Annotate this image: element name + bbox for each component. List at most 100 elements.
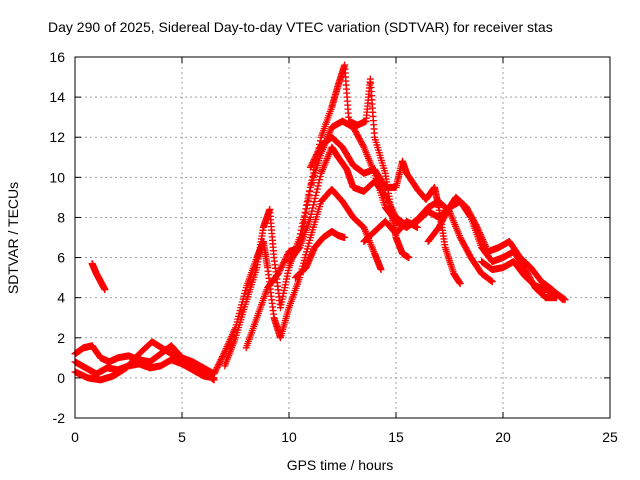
data-point bbox=[309, 169, 317, 177]
data-point bbox=[308, 176, 316, 184]
data-point bbox=[219, 351, 227, 359]
data-point bbox=[311, 154, 319, 162]
data-point bbox=[275, 268, 283, 276]
data-point bbox=[101, 286, 109, 294]
data-points bbox=[71, 61, 569, 384]
data-point bbox=[473, 222, 481, 230]
data-point bbox=[298, 231, 306, 239]
axis-ticks bbox=[74, 56, 611, 419]
data-point bbox=[313, 149, 321, 157]
data-point bbox=[341, 234, 349, 241]
data-point bbox=[214, 362, 222, 370]
x-tick-label: 25 bbox=[602, 429, 618, 445]
data-point bbox=[297, 235, 305, 243]
data-point bbox=[307, 162, 315, 170]
data-point bbox=[306, 163, 314, 171]
y-tick-label: -2 bbox=[53, 410, 66, 426]
data-point bbox=[377, 266, 385, 274]
data-point bbox=[302, 209, 310, 217]
data-point bbox=[300, 222, 308, 230]
data-point bbox=[212, 365, 220, 373]
data-point bbox=[309, 173, 317, 181]
y-tick-label: 2 bbox=[57, 330, 65, 346]
data-point bbox=[212, 367, 220, 375]
series-track bbox=[71, 338, 218, 384]
data-point bbox=[310, 165, 318, 173]
series-track bbox=[360, 217, 421, 246]
data-point bbox=[316, 144, 324, 152]
data-point bbox=[216, 357, 224, 365]
chart-title: Day 290 of 2025, Sidereal Day-to-day VTE… bbox=[48, 19, 553, 35]
data-point bbox=[278, 262, 286, 270]
data-point bbox=[311, 195, 319, 203]
data-point bbox=[309, 201, 317, 209]
data-point bbox=[277, 263, 285, 271]
data-point bbox=[304, 196, 312, 204]
data-point bbox=[215, 360, 223, 368]
data-point bbox=[210, 370, 218, 378]
data-point bbox=[301, 213, 309, 221]
y-tick-label: 12 bbox=[49, 129, 65, 145]
data-point bbox=[561, 296, 569, 304]
data-point bbox=[308, 160, 316, 168]
data-point bbox=[300, 218, 308, 226]
data-point bbox=[298, 223, 306, 231]
data-point bbox=[309, 159, 317, 167]
y-tick-label: 0 bbox=[57, 370, 65, 386]
data-point bbox=[277, 265, 285, 273]
data-point bbox=[314, 148, 322, 156]
data-point bbox=[219, 353, 227, 361]
x-tick-label: 15 bbox=[388, 429, 404, 445]
data-point bbox=[218, 354, 226, 362]
data-point bbox=[306, 183, 314, 191]
series-track bbox=[210, 185, 385, 378]
x-tick-label: 0 bbox=[71, 429, 79, 445]
y-axis-title: SDTVAR / TECUs bbox=[5, 182, 21, 294]
y-tick-labels: -2 0 2 4 6 8 10 12 14 16 bbox=[49, 49, 65, 426]
data-point bbox=[456, 280, 464, 288]
x-tick-label: 20 bbox=[495, 429, 511, 445]
data-point bbox=[215, 359, 223, 367]
data-point bbox=[488, 278, 496, 286]
data-point bbox=[299, 226, 307, 234]
plot-frame bbox=[74, 56, 611, 419]
data-point bbox=[359, 142, 367, 150]
data-point bbox=[274, 270, 282, 278]
data-point bbox=[213, 364, 221, 372]
data-point bbox=[313, 151, 321, 159]
data-point bbox=[283, 252, 291, 260]
data-point bbox=[280, 259, 288, 267]
x-tick-label: 10 bbox=[281, 429, 297, 445]
series-track bbox=[88, 260, 109, 294]
data-point bbox=[303, 205, 311, 213]
data-point bbox=[307, 180, 315, 188]
y-tick-label: 10 bbox=[49, 169, 65, 185]
data-point bbox=[211, 368, 219, 376]
series-track bbox=[71, 342, 218, 378]
y-tick-label: 6 bbox=[57, 250, 65, 266]
data-point bbox=[282, 254, 290, 262]
data-point bbox=[312, 152, 320, 160]
series-track bbox=[478, 258, 569, 304]
data-point bbox=[312, 191, 320, 199]
x-tick-label: 5 bbox=[178, 429, 186, 445]
data-point bbox=[276, 266, 284, 274]
data-point bbox=[413, 223, 421, 231]
data-point bbox=[309, 204, 317, 212]
y-tick-label: 14 bbox=[49, 89, 65, 105]
data-point bbox=[210, 376, 218, 384]
data-point bbox=[313, 185, 321, 193]
data-point bbox=[307, 210, 315, 218]
data-point bbox=[306, 188, 314, 196]
data-point bbox=[310, 155, 318, 163]
x-axis-title: GPS time / hours bbox=[287, 457, 394, 473]
data-point bbox=[308, 207, 316, 215]
data-point bbox=[296, 239, 304, 247]
data-point bbox=[295, 245, 303, 253]
y-tick-label: 8 bbox=[57, 209, 65, 225]
y-tick-label: 16 bbox=[49, 49, 65, 65]
data-point bbox=[315, 179, 323, 187]
data-point bbox=[314, 182, 322, 190]
data-point bbox=[217, 356, 225, 364]
